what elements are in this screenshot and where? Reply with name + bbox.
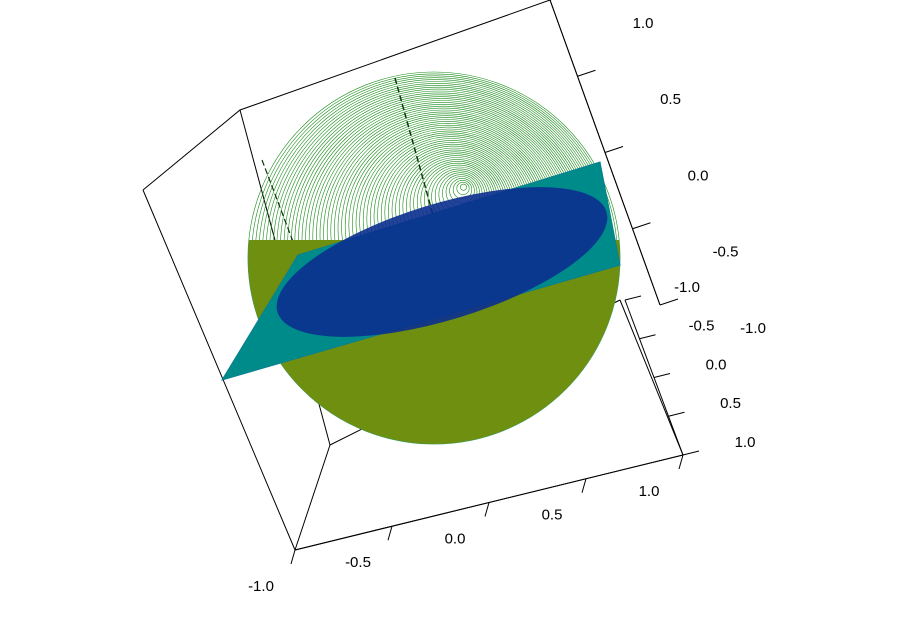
tick-mark — [577, 69, 596, 77]
tick-mark — [639, 334, 656, 340]
mesh-line — [294, 96, 587, 240]
x-tick-label: -1.0 — [248, 578, 274, 595]
mesh-line — [255, 75, 615, 240]
mesh-line — [276, 86, 600, 240]
mesh-line — [248, 71, 620, 240]
mesh-line — [252, 73, 617, 240]
y-tick-label: 1.0 — [735, 434, 756, 451]
tick-mark — [581, 478, 587, 493]
tick-mark — [678, 454, 684, 470]
tick-mark — [290, 549, 296, 565]
tick-mark — [682, 450, 700, 456]
tick-mark — [604, 146, 624, 153]
mesh-line — [301, 100, 582, 240]
mesh-line — [283, 90, 595, 240]
x-tick-label: 0.0 — [445, 530, 466, 547]
mesh-line — [290, 94, 590, 240]
tick-mark — [387, 526, 393, 541]
mesh-line — [287, 92, 592, 240]
z-tick-label: 0.5 — [660, 91, 681, 108]
tick-mark — [653, 373, 671, 378]
plane — [220, 161, 621, 381]
z-tick-label: -1.0 — [740, 320, 766, 337]
tick-mark — [624, 295, 642, 301]
mesh-line — [269, 83, 605, 240]
x-tick-label: -0.5 — [345, 554, 371, 571]
tick-mark — [659, 298, 679, 306]
mesh-line — [262, 79, 610, 240]
y-tick-label: 0.0 — [706, 356, 727, 373]
mesh-line — [280, 88, 597, 240]
x-tick-label: 0.5 — [542, 507, 563, 524]
z-tick-label: -0.5 — [713, 244, 739, 261]
z-tick-label: 0.0 — [688, 167, 709, 184]
y-tick-label: -1.0 — [674, 279, 700, 296]
y-tick-label: 0.5 — [720, 395, 741, 412]
mesh-line — [460, 183, 467, 191]
mesh-line — [266, 81, 607, 240]
tick-mark — [632, 222, 651, 230]
mesh-line — [298, 98, 584, 240]
z-tick-label: 1.0 — [633, 15, 654, 32]
mesh-line — [456, 181, 470, 195]
mesh-line — [259, 77, 612, 240]
mesh-line — [273, 85, 602, 240]
tick-mark — [484, 502, 490, 517]
y-tick-label: -0.5 — [689, 318, 715, 335]
x-tick-label: 1.0 — [639, 483, 660, 500]
tick-mark — [668, 411, 685, 417]
